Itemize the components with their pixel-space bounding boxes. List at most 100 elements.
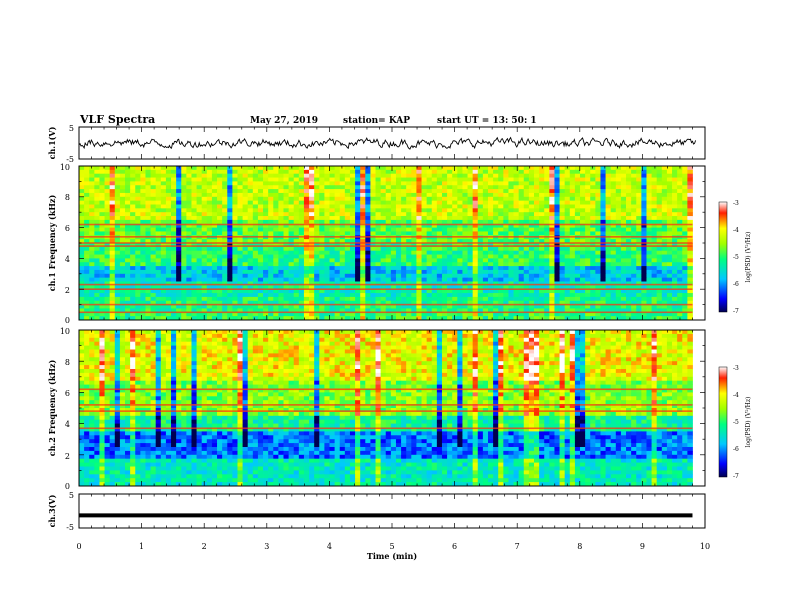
ch1-spectrogram-cell [452, 308, 458, 313]
ch1-spectrogram-cell [344, 262, 351, 267]
ch1-spectrogram-cell [462, 177, 468, 182]
ch1-cbar-tick-m4: -4 [733, 227, 739, 234]
ch1-spectrogram-cell [467, 177, 474, 182]
ch1-spectrogram-cell [395, 204, 402, 209]
ch1-spectrogram-cell [620, 293, 627, 298]
ch1-spectrogram-cell [467, 296, 474, 302]
ch1-spectrogram-cell [580, 285, 586, 290]
ch1-spectrogram-cell [677, 273, 683, 279]
ch1-spectrogram-cell [155, 254, 162, 259]
ch1-spectrogram-cell [319, 266, 325, 271]
ch1-spectrogram-cell [656, 269, 663, 275]
ch1-spectrogram-cell [380, 300, 387, 305]
ch1-spectrogram-cell [114, 308, 121, 313]
ch1-spectrogram-cell [171, 204, 177, 209]
ch1-spectrogram-cell [370, 200, 376, 205]
ch1-spectrogram-cell [79, 258, 85, 263]
ch1-spectrogram-cell [196, 208, 203, 213]
ch1-spectrogram-cell [605, 246, 612, 252]
ch1-spectrogram-cell [109, 216, 116, 221]
ch1-spectrogram-cell [201, 223, 208, 228]
ch2-spectrogram-cell [165, 333, 172, 339]
ch1-spectrogram-cell [334, 219, 341, 225]
ch1-spectrogram-cell [375, 181, 382, 186]
ch1-spectrogram-cell [355, 227, 361, 232]
ch1-spectrogram-cell [447, 243, 453, 248]
ch1-spectrogram-cell [329, 262, 336, 267]
ch1-spectrogram-cell [89, 185, 95, 190]
ch1-spectrogram-cell [631, 166, 637, 171]
ch1-spectrogram-cell [201, 300, 208, 305]
ch1-spectrogram-cell [610, 208, 617, 213]
ch1-spectrogram-cell [140, 296, 146, 302]
ch1-spectrogram-cell [252, 169, 259, 175]
ch1-spectrogram-cell [227, 173, 233, 178]
ch1-spectrogram-cell [130, 277, 136, 282]
ch1-spectrogram-cell [191, 258, 197, 263]
ch1-spectrogram-cell [242, 169, 249, 175]
ch1-spectrogram-cell [661, 200, 668, 205]
ch1-spectrogram-cell [217, 308, 223, 313]
ch1-spectrogram-cell [104, 316, 111, 321]
ch1-spectrogram-cell [416, 200, 422, 205]
ch1-spectrogram-cell [574, 192, 581, 198]
ch1-spectrogram-cell [447, 166, 453, 171]
ch1-spectrogram-cell [339, 204, 346, 209]
ch1-spectrogram-cell [278, 250, 284, 255]
ch1-spectrogram-cell [288, 300, 295, 305]
ch1-spectrogram-cell [109, 200, 116, 205]
ch1-spectrogram-cell [534, 316, 540, 321]
ch1-spectrogram-cell [508, 304, 514, 309]
ch1-spectrogram-cell [421, 181, 428, 186]
ch1-spectrogram-cell [626, 258, 632, 263]
ch1-spectrogram-cell [503, 204, 509, 209]
ch1-spectrogram-cell [125, 266, 131, 271]
ch1-spectrogram-cell [273, 208, 279, 213]
ch1-spectrogram-cell [165, 269, 172, 275]
ch1-ytick-8: 8 [65, 193, 70, 202]
ch1-spectrogram-cell [344, 181, 351, 186]
ch1-spectrogram-cell [160, 250, 167, 255]
ch1-spectrogram-cell [355, 192, 361, 198]
ch2-spectrogram-cell [380, 330, 387, 335]
ch1-spectrogram-cell [298, 177, 305, 182]
ch1-spectrogram-cell [564, 304, 571, 309]
ch1-spectrogram-cell [426, 169, 433, 175]
ch1-spectrogram-cell [661, 212, 668, 217]
ch1-spectrogram-cell [457, 266, 463, 271]
ch1-spectrogram-cell [252, 312, 259, 317]
ch1-spectrogram-cell [641, 227, 647, 232]
ch1-spectrogram-cell [365, 200, 371, 205]
ch1-spectrogram-cell [324, 258, 330, 263]
ch1-spectrogram-cell [339, 227, 346, 232]
ch2-spectrogram-cell [574, 330, 581, 335]
ch1-spectrogram-cell [544, 246, 550, 252]
ch1-spectrogram-cell [171, 239, 177, 244]
ch1-spectrogram-cell [528, 258, 535, 263]
ch1-spectrogram-cell [401, 300, 407, 305]
ch1-spectrogram-cell [493, 312, 499, 317]
ch1-spectrogram-cell [165, 239, 172, 244]
ch2-spectrogram-cell [119, 333, 126, 339]
ch1-spectrogram-cell [641, 266, 647, 271]
ch1-spectrogram-cell [590, 196, 596, 202]
ch1-spectrogram-cell [89, 173, 95, 178]
ch1-spectrogram-cell [620, 231, 627, 236]
ch1-spectrogram-cell [549, 308, 555, 313]
ch1-spectrogram-cell [498, 250, 504, 255]
ch1-spectrogram-cell [610, 296, 617, 302]
ch1-spectrogram-cell [79, 277, 85, 282]
ch1-spectrogram-cell [119, 258, 126, 263]
ch1-spectrogram-cell [416, 300, 422, 305]
ch1-spectrogram-cell [467, 281, 474, 286]
ch1-spectrogram-cell [656, 204, 663, 209]
ch1-spectrogram-cell [539, 289, 545, 294]
ch1-spectrogram-cell [610, 212, 617, 217]
ch1-spectrogram-cell [687, 227, 693, 232]
ch1-spectrogram-cell [314, 239, 320, 244]
ch1-spectrogram-cell [227, 281, 233, 286]
ch1-spectrogram-cell [672, 269, 678, 275]
ch1-spectrogram-cell [610, 269, 617, 275]
ch1-spectrogram-cell [626, 185, 632, 190]
ch1-spectrogram-cell [247, 277, 254, 282]
